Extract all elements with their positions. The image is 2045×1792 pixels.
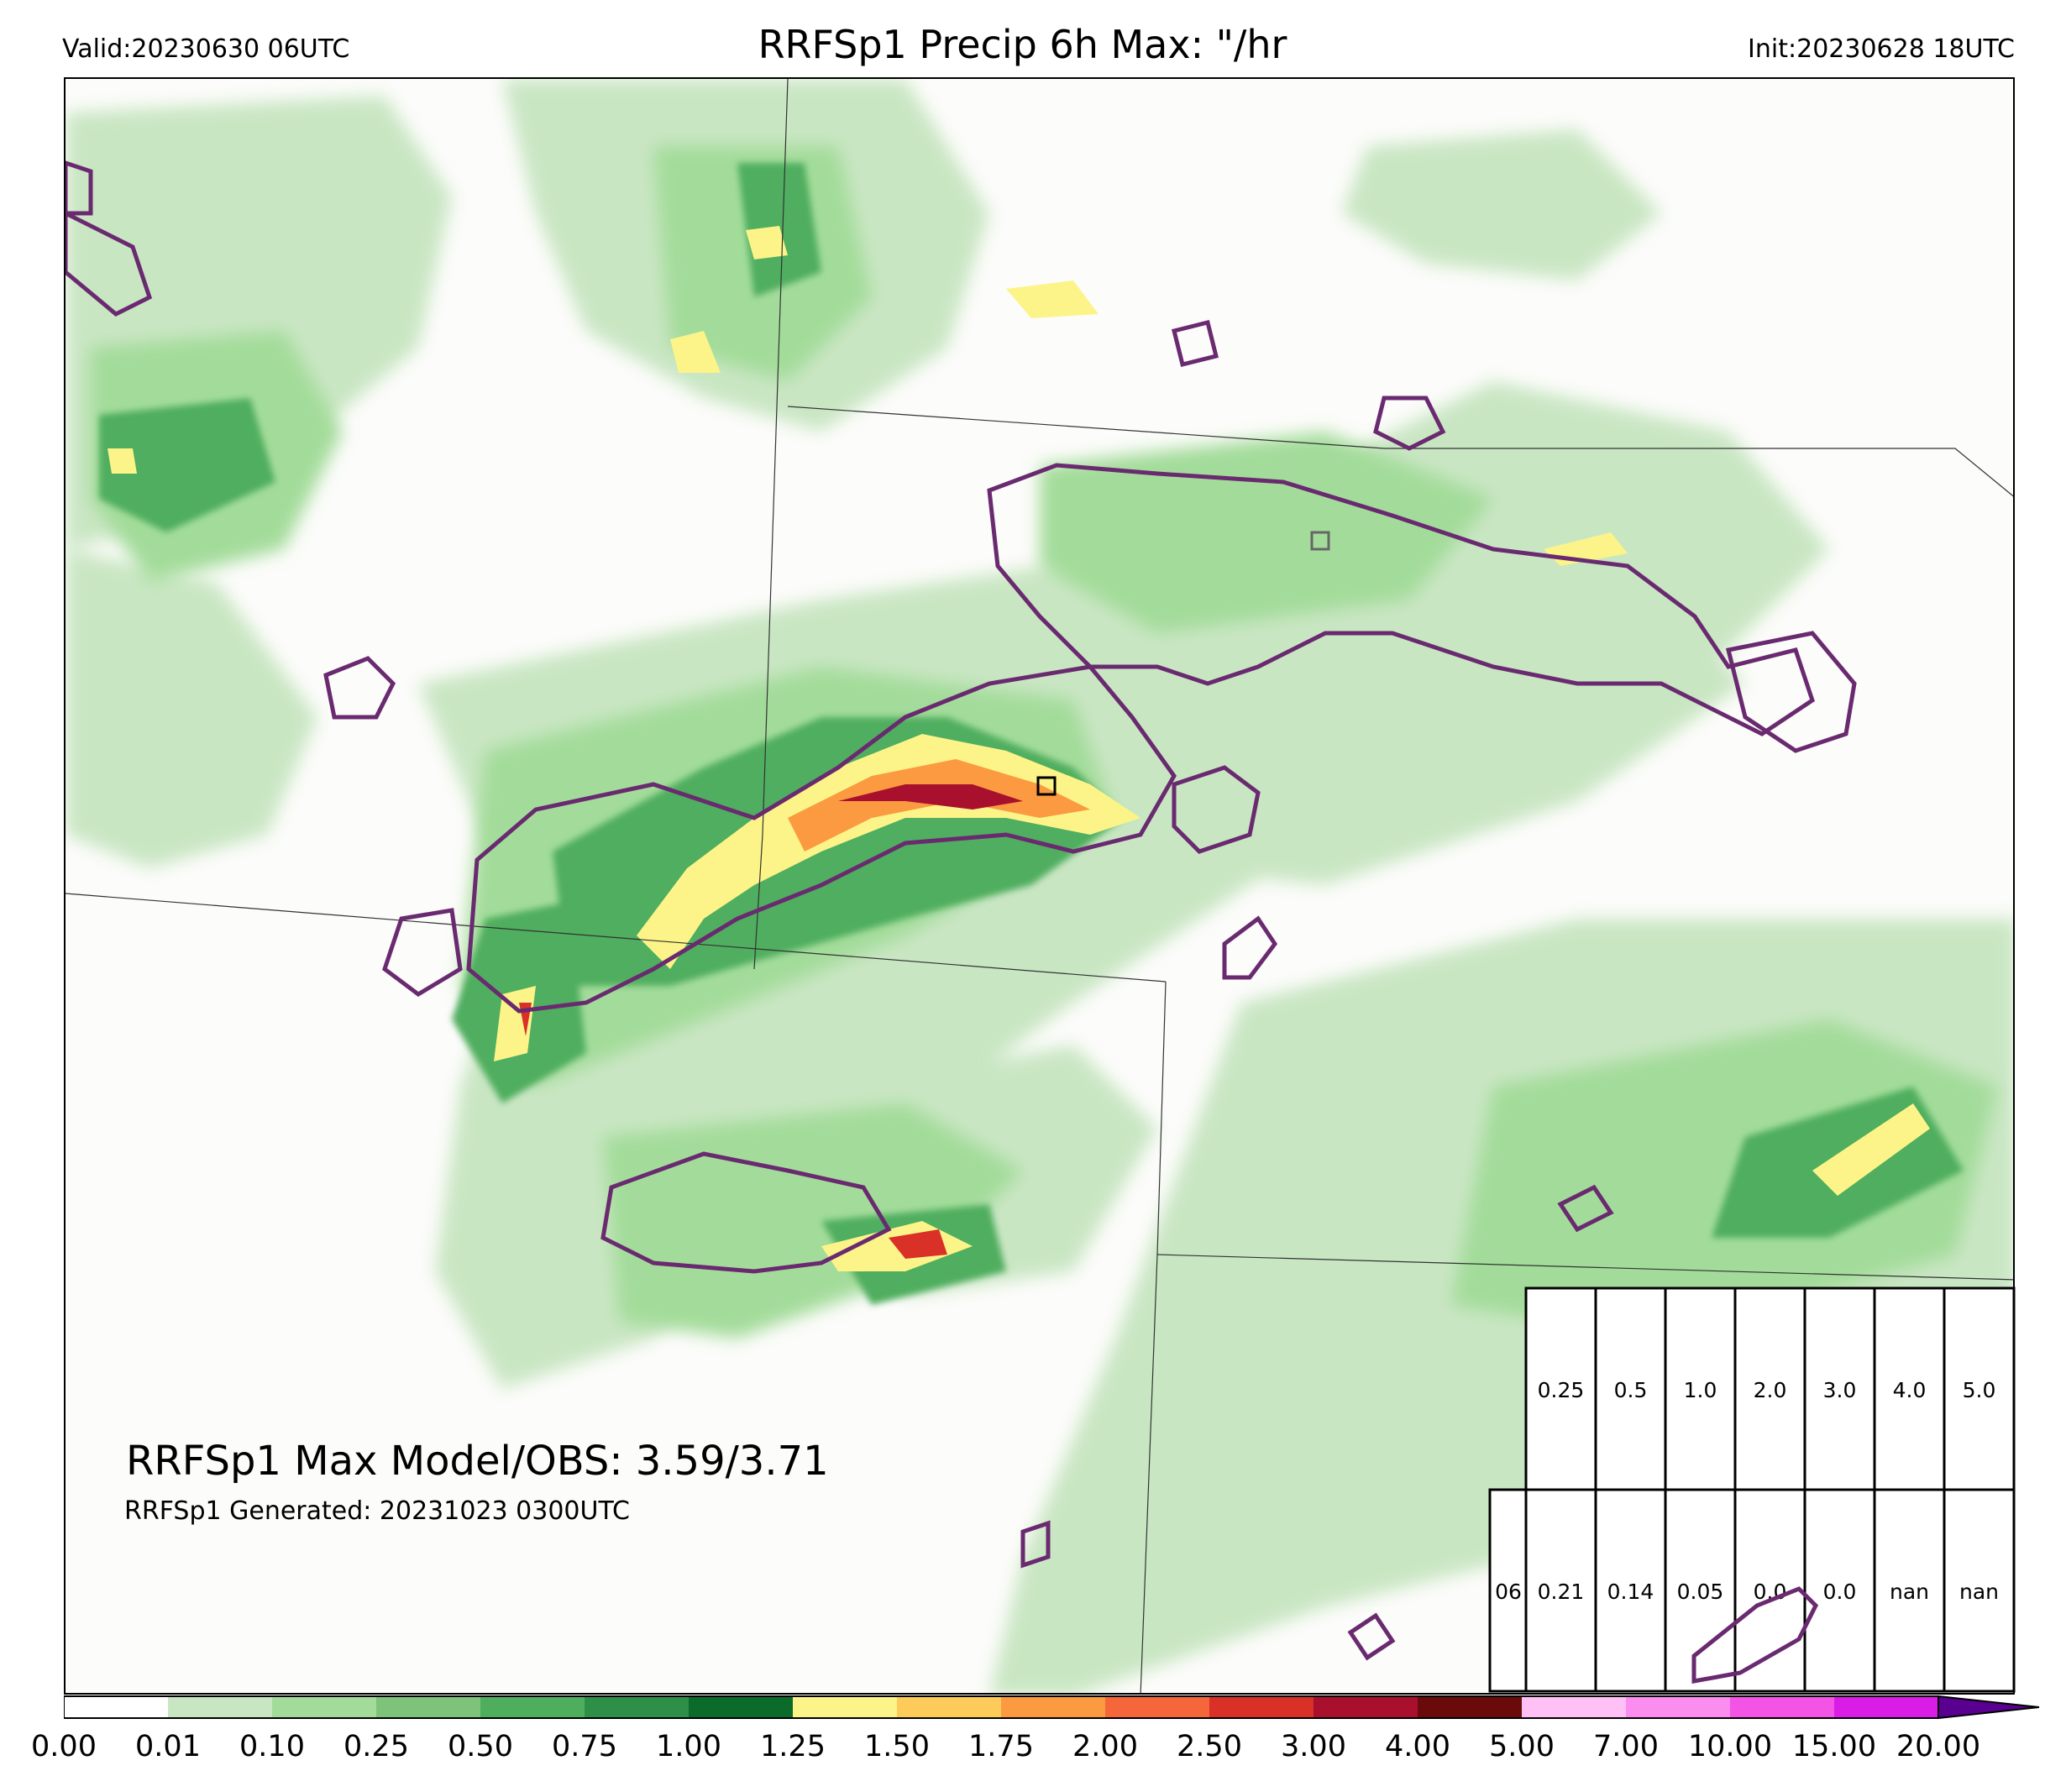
stats-value-cell: 0.05 bbox=[1677, 1580, 1724, 1604]
stats-value-cell: 0.21 bbox=[1538, 1580, 1585, 1604]
init-time-label: Init:20230628 18UTC bbox=[1748, 34, 2015, 64]
colorbar-tick: 20.00 bbox=[1896, 1730, 1981, 1763]
colorbar-segment bbox=[1730, 1696, 1835, 1718]
stats-row-label: 06 bbox=[1495, 1580, 1522, 1604]
stats-value-cell: nan bbox=[1890, 1580, 1929, 1604]
precip-map-canvas bbox=[66, 79, 2013, 1693]
colorbar-tick: 4.00 bbox=[1385, 1730, 1450, 1763]
stats-threshold-cell: 3.0 bbox=[1823, 1378, 1857, 1402]
colorbar-segment bbox=[897, 1696, 1002, 1718]
colorbar-tick: 2.00 bbox=[1072, 1730, 1138, 1763]
colorbar-segment bbox=[1001, 1696, 1106, 1718]
colorbar-tick: 2.50 bbox=[1177, 1730, 1242, 1763]
colorbar-tick: 10.00 bbox=[1687, 1730, 1773, 1763]
colorbar-tick: 1.00 bbox=[656, 1730, 721, 1763]
colorbar-extend-arrow bbox=[1938, 1695, 2040, 1720]
colorbar-segment bbox=[480, 1696, 585, 1718]
colorbar-tick: 1.50 bbox=[864, 1730, 930, 1763]
colorbar-segment bbox=[1522, 1696, 1627, 1718]
colorbar-tick: 0.01 bbox=[135, 1730, 201, 1763]
map-title: RRFSp1 Precip 6h Max: "/hr bbox=[758, 22, 1287, 67]
valid-time-label: Valid:20230630 06UTC bbox=[62, 34, 350, 64]
stats-value-cell: 0.14 bbox=[1607, 1580, 1654, 1604]
colorbar-tick: 0.25 bbox=[343, 1730, 409, 1763]
colorbar-tick-labels: 0.00 0.01 0.10 0.25 0.50 0.75 1.00 1.25 1.50 1.75… bbox=[0, 1730, 2045, 1780]
colorbar-segment bbox=[689, 1696, 794, 1718]
stats-table: 0.25 0.5 1.0 2.0 3.0 4.0 5.006 0.21 0.14 0.05 0.0 0… bbox=[1488, 1286, 2016, 1693]
stats-threshold-cell: 0.25 bbox=[1538, 1378, 1585, 1402]
colorbar-segment bbox=[64, 1696, 169, 1718]
colorbar-tick: 3.00 bbox=[1281, 1730, 1346, 1763]
colorbar-tick: 0.00 bbox=[31, 1730, 97, 1763]
colorbar-tick: 0.50 bbox=[448, 1730, 513, 1763]
colorbar-segment bbox=[168, 1696, 273, 1718]
station-marker bbox=[1310, 531, 1330, 551]
generated-time-label: RRFSp1 Generated: 20231023 0300UTC bbox=[124, 1496, 630, 1526]
colorbar-segment bbox=[1314, 1696, 1418, 1718]
stats-value-cell: nan bbox=[1959, 1580, 1999, 1604]
colorbar-segment bbox=[1834, 1696, 1939, 1718]
colorbar-tick: 7.00 bbox=[1593, 1730, 1659, 1763]
colorbar-tick: 0.75 bbox=[552, 1730, 617, 1763]
colorbar-segment bbox=[585, 1696, 690, 1718]
colorbar-segment bbox=[376, 1696, 481, 1718]
colorbar-tick: 5.00 bbox=[1489, 1730, 1555, 1763]
max-location-marker bbox=[1036, 776, 1057, 796]
state-borders bbox=[66, 79, 2013, 1693]
colorbar-segment bbox=[1418, 1696, 1523, 1718]
stats-threshold-cell: 0.5 bbox=[1614, 1378, 1648, 1402]
colorbar-tick: 0.10 bbox=[239, 1730, 305, 1763]
stats-threshold-cell: 5.0 bbox=[1963, 1378, 1996, 1402]
colorbar-tick: 15.00 bbox=[1791, 1730, 1877, 1763]
colorbar-tick: 1.25 bbox=[760, 1730, 826, 1763]
colorbar-segment bbox=[793, 1696, 898, 1718]
max-model-obs-label: RRFSp1 Max Model/OBS: 3.59/3.71 bbox=[126, 1438, 829, 1485]
precip-field-heavy bbox=[107, 226, 1930, 1271]
colorbar-segment bbox=[1626, 1696, 1731, 1718]
stats-threshold-cell: 1.0 bbox=[1684, 1378, 1717, 1402]
stats-threshold-cell: 2.0 bbox=[1754, 1378, 1787, 1402]
precip-map bbox=[64, 77, 2015, 1695]
stats-threshold-cell: 4.0 bbox=[1893, 1378, 1927, 1402]
colorbar bbox=[64, 1695, 2040, 1720]
colorbar-segment bbox=[272, 1696, 377, 1718]
colorbar-segment bbox=[1105, 1696, 1210, 1718]
colorbar-segment bbox=[1209, 1696, 1314, 1718]
colorbar-tick: 1.75 bbox=[968, 1730, 1034, 1763]
stats-value-cell: 0.0 bbox=[1823, 1580, 1857, 1604]
